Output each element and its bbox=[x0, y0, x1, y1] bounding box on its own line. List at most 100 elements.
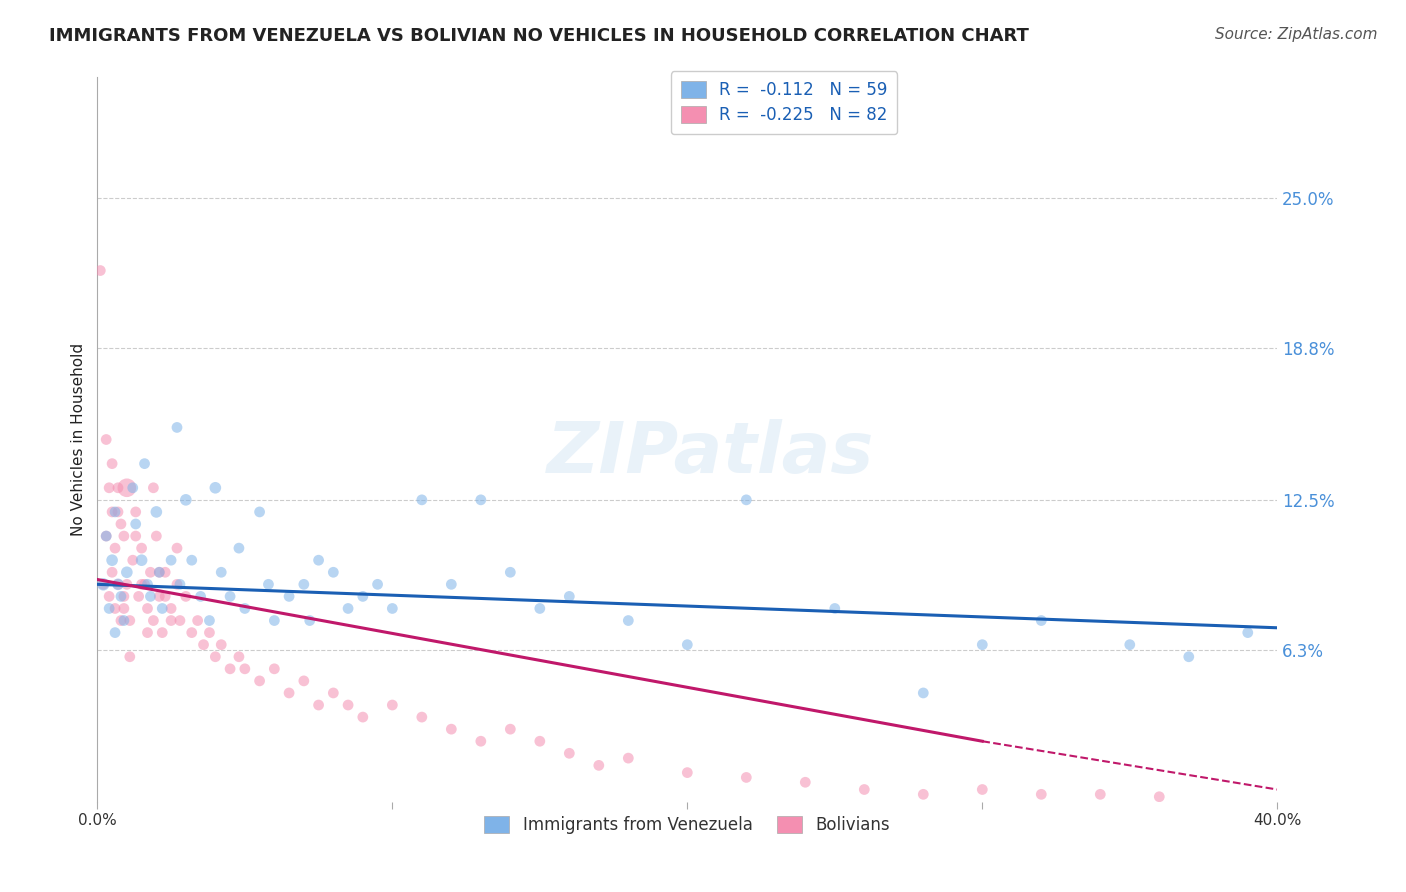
Point bbox=[735, 492, 758, 507]
Point bbox=[1031, 788, 1053, 802]
Point bbox=[104, 625, 127, 640]
Point bbox=[298, 614, 321, 628]
Point bbox=[219, 590, 242, 604]
Point bbox=[115, 577, 138, 591]
Point bbox=[148, 590, 170, 604]
Point bbox=[107, 577, 129, 591]
Point bbox=[134, 577, 156, 591]
Point bbox=[128, 590, 150, 604]
Point bbox=[735, 771, 758, 785]
Point bbox=[278, 686, 301, 700]
Point bbox=[91, 577, 114, 591]
Point bbox=[972, 638, 994, 652]
Point bbox=[166, 541, 188, 555]
Point bbox=[322, 686, 344, 700]
Point bbox=[367, 577, 389, 591]
Point bbox=[187, 614, 209, 628]
Point bbox=[160, 614, 183, 628]
Point bbox=[617, 614, 640, 628]
Point bbox=[1149, 789, 1171, 804]
Point bbox=[209, 566, 232, 580]
Point bbox=[115, 566, 138, 580]
Point bbox=[308, 698, 330, 712]
Point bbox=[153, 590, 176, 604]
Point bbox=[676, 638, 699, 652]
Point bbox=[249, 673, 271, 688]
Point bbox=[411, 492, 433, 507]
Point bbox=[101, 457, 124, 471]
Point bbox=[263, 662, 285, 676]
Point bbox=[160, 553, 183, 567]
Point bbox=[104, 541, 127, 555]
Point bbox=[131, 541, 153, 555]
Point bbox=[110, 516, 132, 531]
Point bbox=[228, 649, 250, 664]
Point bbox=[150, 625, 173, 640]
Point bbox=[142, 481, 165, 495]
Point bbox=[337, 698, 360, 712]
Point bbox=[150, 601, 173, 615]
Point bbox=[352, 590, 374, 604]
Point bbox=[107, 577, 129, 591]
Point bbox=[139, 566, 162, 580]
Point bbox=[166, 577, 188, 591]
Point bbox=[337, 601, 360, 615]
Point bbox=[98, 481, 121, 495]
Point bbox=[118, 649, 141, 664]
Point bbox=[145, 505, 167, 519]
Point bbox=[529, 601, 551, 615]
Point bbox=[1031, 614, 1053, 628]
Legend: Immigrants from Venezuela, Bolivians: Immigrants from Venezuela, Bolivians bbox=[474, 805, 900, 844]
Point bbox=[198, 625, 221, 640]
Point bbox=[121, 481, 143, 495]
Point bbox=[139, 590, 162, 604]
Point bbox=[190, 590, 212, 604]
Point bbox=[91, 577, 114, 591]
Point bbox=[470, 734, 492, 748]
Point bbox=[209, 638, 232, 652]
Point bbox=[470, 492, 492, 507]
Point bbox=[558, 747, 581, 761]
Point bbox=[278, 590, 301, 604]
Point bbox=[121, 553, 143, 567]
Point bbox=[166, 420, 188, 434]
Point bbox=[134, 457, 156, 471]
Point bbox=[148, 566, 170, 580]
Point bbox=[558, 590, 581, 604]
Point bbox=[104, 601, 127, 615]
Point bbox=[136, 577, 159, 591]
Point bbox=[125, 516, 148, 531]
Point bbox=[352, 710, 374, 724]
Point bbox=[125, 505, 148, 519]
Point bbox=[148, 566, 170, 580]
Point bbox=[110, 590, 132, 604]
Point bbox=[233, 601, 256, 615]
Point bbox=[96, 529, 118, 543]
Point bbox=[107, 481, 129, 495]
Point bbox=[853, 782, 876, 797]
Point bbox=[529, 734, 551, 748]
Point bbox=[115, 481, 138, 495]
Point bbox=[588, 758, 610, 772]
Point bbox=[228, 541, 250, 555]
Point bbox=[131, 553, 153, 567]
Point bbox=[101, 553, 124, 567]
Point bbox=[411, 710, 433, 724]
Point bbox=[292, 577, 315, 591]
Point bbox=[112, 601, 135, 615]
Point bbox=[824, 601, 846, 615]
Point bbox=[193, 638, 215, 652]
Point bbox=[499, 566, 522, 580]
Point bbox=[912, 788, 935, 802]
Point bbox=[110, 614, 132, 628]
Point bbox=[136, 625, 159, 640]
Text: ZIPatlas: ZIPatlas bbox=[547, 419, 875, 489]
Point bbox=[142, 614, 165, 628]
Point bbox=[322, 566, 344, 580]
Point bbox=[169, 614, 191, 628]
Point bbox=[153, 566, 176, 580]
Point bbox=[180, 553, 202, 567]
Point bbox=[180, 625, 202, 640]
Point bbox=[125, 529, 148, 543]
Point bbox=[912, 686, 935, 700]
